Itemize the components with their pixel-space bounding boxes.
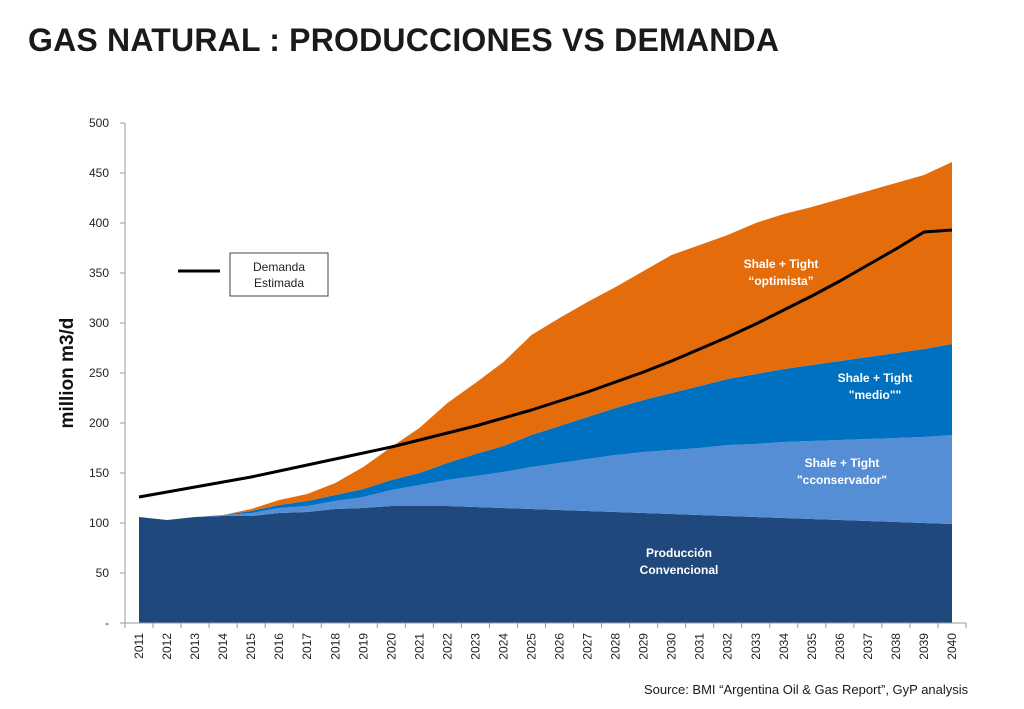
y-tick-label: 150 (89, 466, 109, 480)
x-tick-label: 2015 (244, 633, 258, 660)
legend-label: Demanda (253, 260, 305, 274)
y-tick-label: 300 (89, 316, 109, 330)
x-tick-label: 2017 (300, 633, 314, 660)
x-tick-label: 2012 (160, 633, 174, 660)
area-label-0: Convencional (640, 563, 719, 577)
y-tick-label: 400 (89, 216, 109, 230)
stacked-areas (139, 162, 952, 623)
x-tick-label: 2039 (917, 633, 931, 660)
x-tick-label: 2014 (216, 633, 230, 660)
y-tick-label: 350 (89, 266, 109, 280)
x-tick-label: 2025 (524, 633, 538, 660)
y-tick-label: 450 (89, 166, 109, 180)
area-label-0: Producción (646, 546, 712, 560)
x-tick-label: 2033 (749, 633, 763, 660)
area-label-3: “optimista” (748, 274, 813, 288)
x-tick-label: 2040 (945, 633, 959, 660)
x-tick-label: 2031 (693, 633, 707, 660)
x-tick-label: 2035 (805, 633, 819, 660)
x-tick-label: 2013 (188, 633, 202, 660)
x-tick-label: 2022 (440, 633, 454, 660)
x-tick-label: 2019 (356, 633, 370, 660)
area-label-2: "medio"" (849, 388, 901, 402)
x-tick-label: 2030 (665, 633, 679, 660)
x-tick-label: 2027 (581, 633, 595, 660)
area-label-1: "cconservador" (797, 473, 887, 487)
area-series-0 (139, 506, 952, 623)
x-tick-label: 2037 (861, 633, 875, 660)
x-tick-label: 2023 (468, 633, 482, 660)
source-note: Source: BMI “Argentina Oil & Gas Report”… (644, 682, 968, 697)
x-tick-label: 2011 (132, 633, 146, 659)
area-label-2: Shale + Tight (838, 371, 913, 385)
legend-label: Estimada (254, 276, 304, 290)
x-tick-label: 2029 (637, 633, 651, 660)
chart: - 50 100 150 200 250 300 350 400 450 500 2011 2012 20… (0, 0, 1024, 709)
area-label-1: Shale + Tight (805, 456, 880, 470)
x-tick-label: 2024 (496, 633, 510, 660)
x-tick-label: 2018 (328, 633, 342, 660)
y-tick-label: 50 (96, 566, 110, 580)
y-tick-label: 250 (89, 366, 109, 380)
area-label-3: Shale + Tight (744, 257, 819, 271)
x-tick-label: 2021 (412, 633, 426, 660)
x-tick-label: 2028 (609, 633, 623, 660)
x-tick-label: 2034 (777, 633, 791, 660)
x-tick-label: 2026 (553, 633, 567, 660)
y-tick-label: 100 (89, 516, 109, 530)
x-tick-label: 2036 (833, 633, 847, 660)
y-axis-label: million m3/d (57, 318, 78, 429)
y-tick-label: 200 (89, 416, 109, 430)
x-tick-label: 2038 (889, 633, 903, 660)
y-tick-label: - (105, 616, 109, 630)
legend: Demanda Estimada (178, 253, 328, 296)
x-tick-label: 2016 (272, 633, 286, 660)
x-tick-label: 2032 (721, 633, 735, 660)
y-tick-label: 500 (89, 116, 109, 130)
x-tick-label: 2020 (384, 633, 398, 660)
